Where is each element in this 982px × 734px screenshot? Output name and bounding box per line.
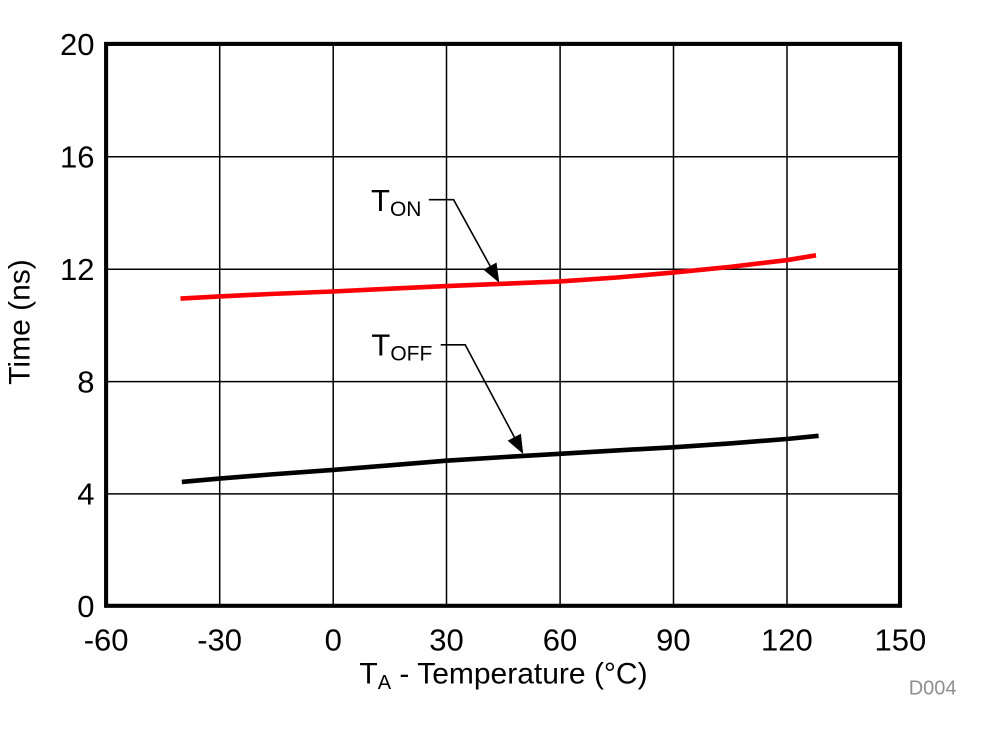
svg-text:90: 90 [656,622,690,657]
svg-text:0: 0 [325,622,342,657]
svg-text:8: 8 [77,364,94,399]
svg-text:16: 16 [60,140,94,175]
svg-text:30: 30 [429,622,463,657]
svg-text:20: 20 [60,27,94,62]
svg-text:TA - Temperature (°C): TA - Temperature (°C) [359,658,647,694]
svg-text:12: 12 [60,252,94,287]
svg-text:Time (ns): Time (ns) [4,259,37,385]
svg-text:D004: D004 [909,677,957,699]
svg-text:-60: -60 [84,622,129,657]
svg-text:60: 60 [543,622,577,657]
svg-text:0: 0 [77,589,94,624]
svg-text:120: 120 [761,622,813,657]
svg-text:150: 150 [875,622,927,657]
svg-text:-30: -30 [197,622,242,657]
svg-text:4: 4 [77,477,94,512]
